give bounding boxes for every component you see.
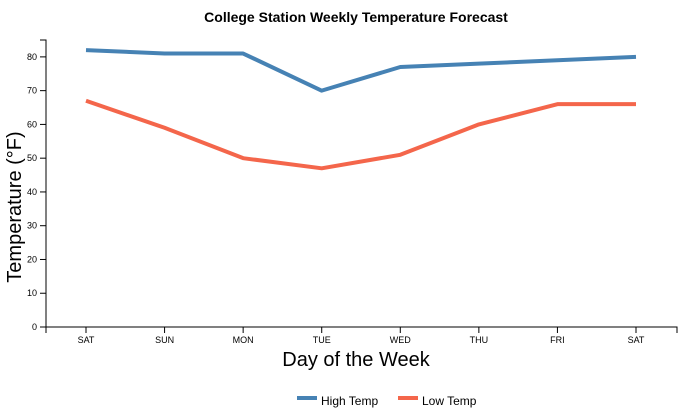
x-tick-label: FRI xyxy=(550,335,565,345)
x-axis: SAT SUN MON TUE WED THU FRI SAT xyxy=(45,326,678,345)
y-tick-label: 10 xyxy=(27,288,37,298)
series-line-low-temp xyxy=(85,98,636,171)
x-tick-label: TUE xyxy=(313,335,331,345)
x-tick-label: MON xyxy=(233,335,254,345)
x-tick-label: WED xyxy=(390,335,411,345)
y-tick-label: 40 xyxy=(27,187,37,197)
legend-item-low-temp: Low Temp xyxy=(398,394,477,408)
x-tick-label: SAT xyxy=(628,335,645,345)
y-tick-label: 20 xyxy=(27,254,37,264)
x-tick-label: SUN xyxy=(155,335,174,345)
y-tick-label: 80 xyxy=(27,52,37,62)
x-axis-line xyxy=(45,326,678,333)
y-axis-title: Temperature (°F) xyxy=(4,131,26,282)
legend-item-high-temp: High Temp xyxy=(297,394,378,408)
series-line-high-temp xyxy=(85,48,637,93)
x-tick-label: THU xyxy=(470,335,489,345)
y-axis-line xyxy=(40,39,47,328)
y-tick-label: 60 xyxy=(27,119,37,129)
legend-label: High Temp xyxy=(321,394,378,408)
y-tick-label: 0 xyxy=(32,322,37,332)
y-tick-label: 70 xyxy=(27,86,37,96)
y-axis: 0 10 20 30 40 50 60 70 80 xyxy=(27,39,47,332)
x-axis-title: Day of the Week xyxy=(282,349,430,371)
x-tick-label: SAT xyxy=(78,335,95,345)
y-tick-label: 30 xyxy=(27,221,37,231)
chart-title: College Station Weekly Temperature Forec… xyxy=(204,9,508,25)
series-layer xyxy=(85,48,637,171)
legend-label: Low Temp xyxy=(422,394,477,408)
legend: High Temp Low Temp xyxy=(297,394,477,408)
y-tick-label: 50 xyxy=(27,153,37,163)
